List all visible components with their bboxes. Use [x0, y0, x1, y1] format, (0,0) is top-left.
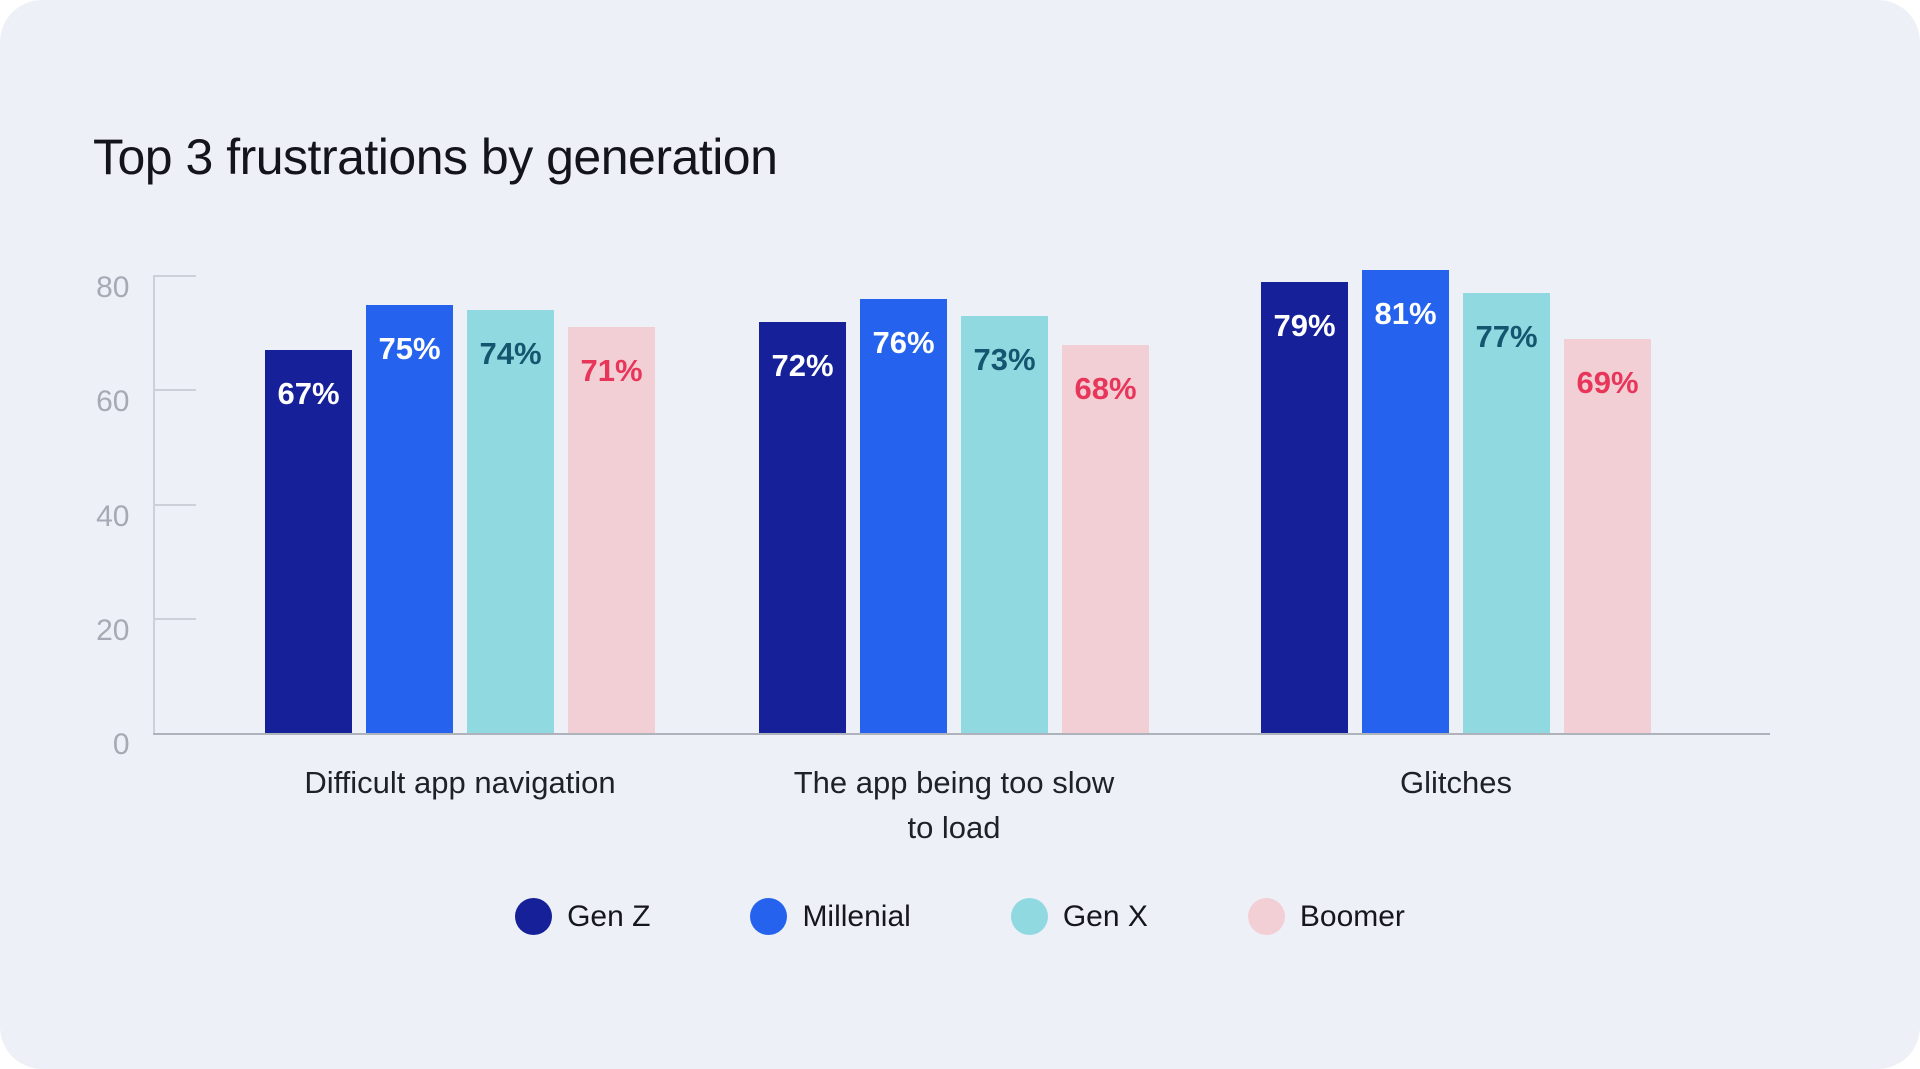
y-axis-line [152, 276, 155, 735]
legend-swatch-icon [515, 898, 553, 935]
y-axis-tick [152, 389, 196, 392]
legend-item-boomer: Boomer [1247, 898, 1405, 935]
category-label-glitches: Glitches [1246, 760, 1666, 805]
legend-swatch-icon [750, 898, 788, 935]
bar-value-label: 77% [1475, 319, 1538, 355]
bar-value-label: 74% [479, 336, 542, 372]
y-axis-tick [152, 275, 196, 277]
legend-label: Millenial [802, 899, 911, 933]
bar-value-label: 79% [1273, 307, 1336, 343]
bar-value-label: 71% [580, 353, 643, 389]
bar-gen-x-difficult-app-navigation: 74% [467, 310, 554, 733]
category-label-the-app-being-too-slow-to-load: The app being too slow to load [744, 760, 1164, 850]
y-axis-tick-label: 60 [96, 385, 130, 419]
bar-millenial-difficult-app-navigation: 75% [366, 304, 453, 733]
bar-millenial-the-app-being-too-slow-to-load: 76% [860, 298, 947, 733]
category-label-line: Difficult app navigation [304, 765, 616, 800]
y-axis-tick-label: 40 [96, 499, 130, 533]
bar-millenial-glitches: 81% [1362, 270, 1449, 733]
bar-boomer-glitches: 69% [1564, 338, 1651, 733]
y-axis-tick-label: 0 [112, 728, 130, 761]
bar-gen-z-glitches: 79% [1261, 281, 1348, 733]
bar-value-label: 69% [1576, 364, 1639, 400]
bar-gen-x-the-app-being-too-slow-to-load: 73% [961, 315, 1048, 733]
x-axis-line [152, 733, 1770, 735]
bar-gen-z-the-app-being-too-slow-to-load: 72% [759, 321, 846, 733]
category-label-difficult-app-navigation: Difficult app navigation [250, 760, 670, 805]
y-axis-tick [152, 617, 196, 620]
bar-value-label: 68% [1074, 370, 1137, 406]
legend-label: Boomer [1299, 899, 1405, 933]
bar-gen-x-glitches: 77% [1463, 293, 1550, 733]
bar-value-label: 73% [973, 341, 1036, 377]
bar-value-label: 76% [872, 324, 935, 360]
category-label-line: Glitches [1400, 765, 1512, 800]
bar-value-label: 75% [378, 330, 441, 366]
bar-gen-z-difficult-app-navigation: 67% [265, 350, 352, 733]
bar-boomer-difficult-app-navigation: 71% [568, 327, 655, 733]
legend-label: Gen X [1062, 899, 1148, 933]
legend-swatch-icon [1247, 898, 1285, 935]
y-axis-tick-label: 20 [96, 613, 130, 647]
legend-swatch-icon [1010, 898, 1048, 935]
bar-value-label: 72% [771, 347, 834, 383]
bar-value-label: 81% [1374, 296, 1437, 332]
legend-label: Gen Z [567, 899, 651, 933]
chart-title: Top 3 frustrations by generation [93, 129, 778, 185]
legend-item-gen-x: Gen X [1010, 898, 1148, 935]
legend-item-gen-z: Gen Z [515, 898, 650, 935]
y-axis-tick-label: 80 [96, 271, 130, 304]
category-label-line: The app being too slow [793, 765, 1115, 800]
bar-boomer-the-app-being-too-slow-to-load: 68% [1062, 344, 1149, 733]
category-label-line: to load [907, 810, 1001, 845]
legend-item-millenial: Millenial [750, 898, 911, 935]
y-axis-tick [152, 503, 196, 506]
chart-legend: Gen Z Millenial Gen X Boomer [0, 898, 1920, 935]
bar-value-label: 67% [277, 376, 340, 412]
